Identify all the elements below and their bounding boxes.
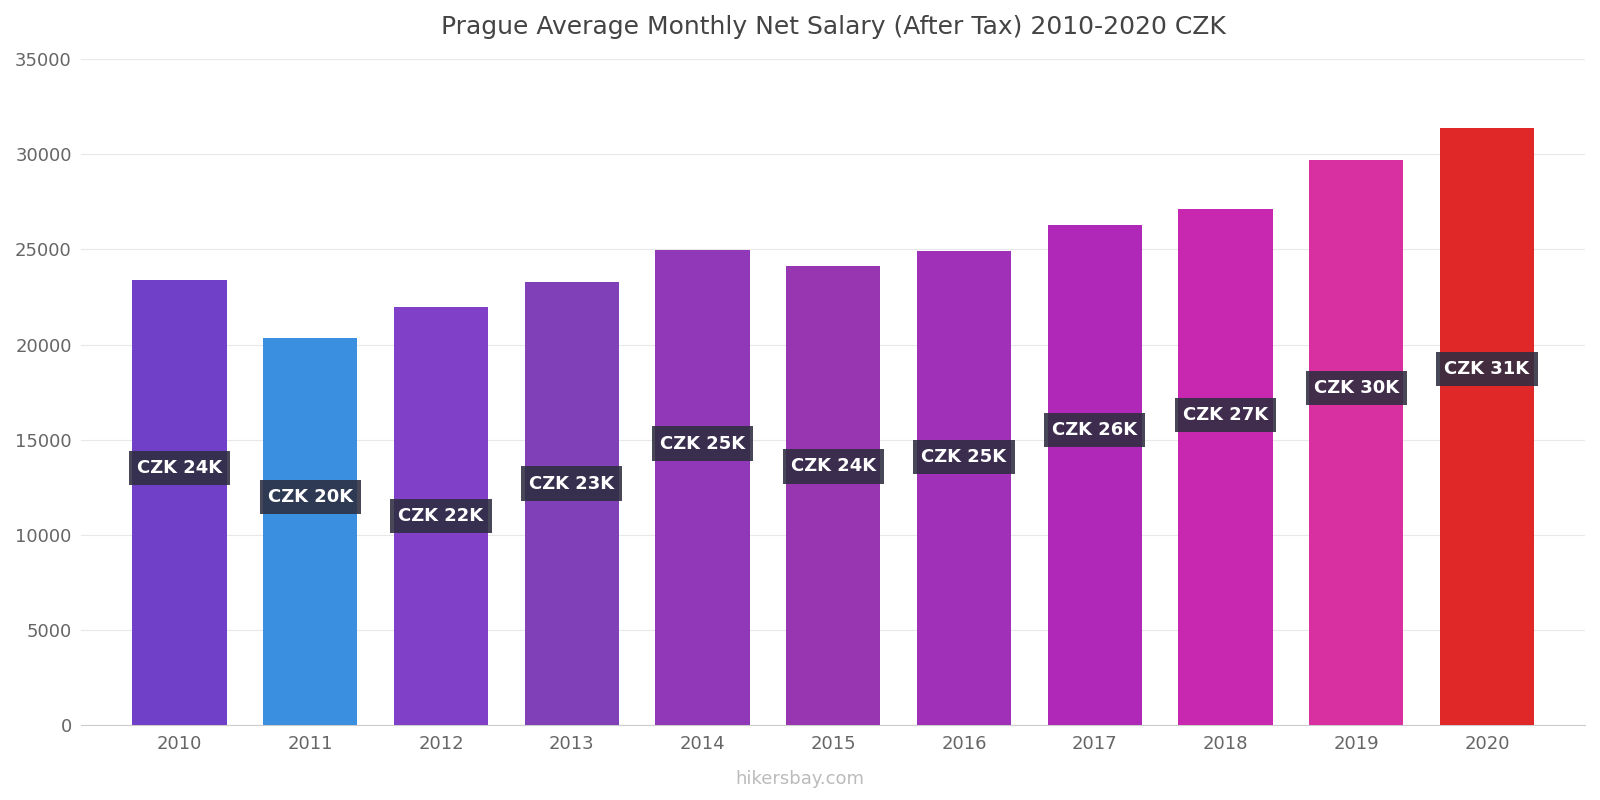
Text: CZK 24K: CZK 24K	[790, 458, 875, 475]
Bar	[264, 338, 357, 726]
Text: CZK 27K: CZK 27K	[1182, 406, 1269, 424]
Bar	[1178, 210, 1272, 726]
Text: CZK 30K: CZK 30K	[1314, 379, 1398, 398]
Text: CZK 24K: CZK 24K	[138, 459, 222, 478]
Bar	[525, 282, 619, 726]
Text: CZK 25K: CZK 25K	[659, 434, 746, 453]
Text: CZK 20K: CZK 20K	[267, 488, 354, 506]
Bar	[1048, 225, 1142, 726]
Bar	[1309, 160, 1403, 726]
Text: CZK 25K: CZK 25K	[922, 448, 1006, 466]
Bar	[1440, 127, 1534, 726]
Bar	[656, 250, 749, 726]
Bar	[394, 307, 488, 726]
Bar	[133, 280, 227, 726]
Title: Prague Average Monthly Net Salary (After Tax) 2010-2020 CZK: Prague Average Monthly Net Salary (After…	[440, 15, 1226, 39]
Text: hikersbay.com: hikersbay.com	[736, 770, 864, 788]
Bar	[786, 266, 880, 726]
Bar	[917, 251, 1011, 726]
Text: CZK 22K: CZK 22K	[398, 507, 483, 525]
Text: CZK 26K: CZK 26K	[1053, 422, 1138, 439]
Text: CZK 23K: CZK 23K	[530, 474, 614, 493]
Text: CZK 31K: CZK 31K	[1445, 360, 1530, 378]
